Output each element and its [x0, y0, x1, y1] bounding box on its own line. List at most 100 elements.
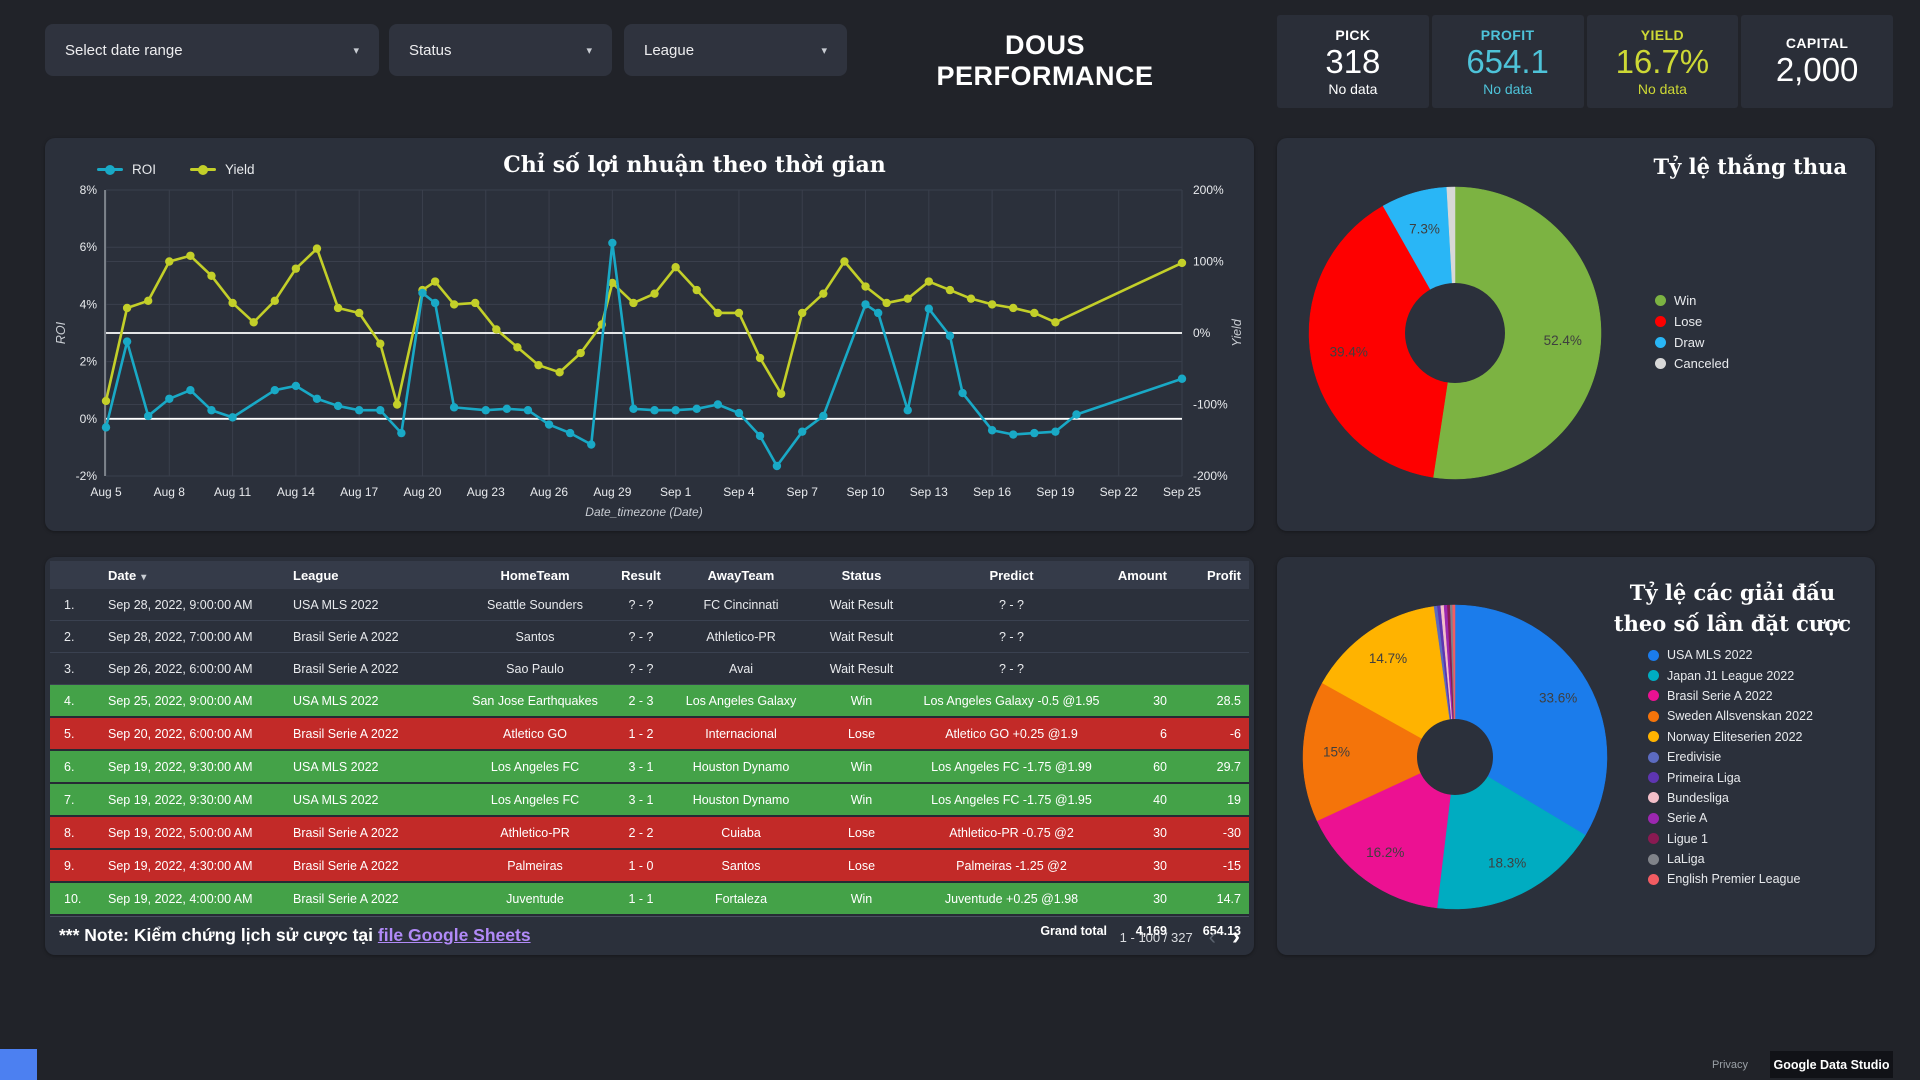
row-cell: Houston Dynamo [692, 792, 790, 807]
legend-dot [1648, 853, 1659, 865]
row-cell: Brasil Serie A 2022 [293, 825, 399, 840]
row-cell: Sep 19, 2022, 4:00:00 AM [108, 891, 253, 906]
table-row: 9. Sep 19, 2022, 4:30:00 AM Brasil Serie A… [50, 850, 1249, 883]
google-data-studio-logo: Google Data Studio [1770, 1051, 1893, 1078]
legend-dot [1655, 358, 1666, 369]
row-index: 2. [64, 629, 75, 644]
svg-text:39.4%: 39.4% [1330, 345, 1368, 360]
kpi-value: 654.1 [1466, 42, 1549, 80]
row-cell: -30 [1222, 825, 1241, 840]
row-cell: USA MLS 2022 [293, 597, 379, 612]
row-index: 3. [64, 661, 75, 676]
header-cell-result: Result [621, 567, 661, 583]
row-cell: 3 - 1 [628, 792, 654, 807]
legend-label: Bundesliga [1667, 790, 1729, 805]
row-cell: Sep 19, 2022, 9:30:00 AM [108, 759, 253, 774]
row-cell: San Jose Earthquakes [472, 693, 598, 708]
row-cell: Win [850, 891, 873, 906]
row-cell: 30 [1153, 858, 1167, 873]
legend-item-primeira-liga: Primeira Liga [1648, 767, 1813, 787]
svg-text:200%: 200% [1193, 183, 1224, 197]
privacy-link[interactable]: Privacy [1711, 1059, 1748, 1071]
google-sheets-link[interactable]: file Google Sheets [377, 925, 531, 945]
table-row: 5. Sep 20, 2022, 6:00:00 AM Brasil Serie A… [50, 718, 1249, 751]
datastudio-nav-square[interactable] [0, 1049, 37, 1080]
row-index: 10. [64, 891, 82, 906]
grand-total-profit: 654.13 [1202, 923, 1241, 938]
row-cell: Brasil Serie A 2022 [293, 661, 399, 676]
svg-text:16.2%: 16.2% [1366, 845, 1404, 860]
kpi-note: No data [1483, 80, 1533, 97]
table-row: 2. Sep 28, 2022, 7:00:00 AM Brasil Serie A… [50, 621, 1249, 653]
row-cell: ? - ? [628, 661, 654, 676]
legend-swatch [190, 164, 217, 175]
legend-label: USA MLS 2022 [1667, 648, 1753, 663]
svg-text:4%: 4% [80, 297, 98, 311]
row-cell: Palmeiras -1.25 @2 [956, 858, 1067, 873]
row-cell: 14.7 [1216, 891, 1241, 906]
chevron-right-icon[interactable]: › [1232, 923, 1240, 950]
legend-dot [1648, 772, 1659, 784]
row-cell: Los Angeles FC -1.75 @1.95 [931, 792, 1092, 807]
legend-label: Win [1674, 293, 1697, 308]
kpi-note: No data [1328, 80, 1378, 97]
row-cell: Los Angeles Galaxy [685, 693, 797, 708]
legend-dot [1648, 670, 1659, 682]
legend-item-usa-mls-2022: USA MLS 2022 [1648, 645, 1813, 665]
legend-item-canceled: Canceled [1655, 353, 1729, 374]
grand-total-amount: 4,169 [1135, 923, 1167, 938]
row-cell: Avai [728, 661, 754, 676]
svg-text:Aug 29: Aug 29 [593, 485, 631, 499]
row-cell: Sep 19, 2022, 9:30:00 AM [108, 792, 253, 807]
svg-text:Aug 8: Aug 8 [154, 485, 186, 499]
winlose-pie-title: Tỷ lệ thắng thua [1653, 154, 1847, 179]
svg-text:Aug 20: Aug 20 [403, 485, 441, 499]
row-index: 7. [64, 792, 75, 807]
svg-text:-2%: -2% [76, 469, 98, 483]
row-cell: 30 [1153, 825, 1167, 840]
legend-item-lose: Lose [1655, 311, 1729, 332]
kpi-card-profit: PROFIT 654.1 No data [1431, 15, 1584, 108]
kpi-label: CAPITAL [1785, 34, 1849, 51]
svg-text:15%: 15% [1323, 745, 1350, 760]
chevron-down-icon: ▾ [353, 44, 359, 57]
legend-dot [1648, 649, 1659, 661]
kpi-note: No data [1637, 80, 1687, 97]
date-range-filter[interactable]: Select date range ▾ [45, 24, 379, 76]
svg-text:14.7%: 14.7% [1369, 651, 1407, 666]
row-cell: ? - ? [628, 597, 654, 612]
legend-dot [1648, 751, 1659, 763]
svg-text:8%: 8% [80, 183, 98, 197]
row-cell: Houston Dynamo [692, 759, 790, 774]
row-cell: Athletico-PR [500, 825, 570, 840]
league-filter[interactable]: League ▾ [624, 24, 847, 76]
table-row: 7. Sep 19, 2022, 9:30:00 AM USA MLS 2022 Lo… [50, 784, 1249, 817]
legend-item-english-premier-league: English Premier League [1648, 869, 1813, 889]
row-cell: Wait Result [829, 661, 894, 676]
row-cell: Sep 28, 2022, 9:00:00 AM [108, 597, 253, 612]
row-cell: -6 [1229, 726, 1241, 741]
svg-text:-100%: -100% [1193, 398, 1228, 412]
svg-text:33.6%: 33.6% [1539, 691, 1577, 706]
svg-text:Sep 10: Sep 10 [847, 485, 885, 499]
status-filter[interactable]: Status ▾ [389, 24, 612, 76]
row-cell: 2 - 3 [628, 693, 654, 708]
table-row: 4. Sep 25, 2022, 9:00:00 AM USA MLS 2022 Sa… [50, 685, 1249, 718]
row-cell: Cuiaba [721, 825, 761, 840]
legend-label: Serie A [1667, 811, 1708, 826]
line-chart-svg: 8% 6% 4% 2% 0% -2% 200% 100% 0% -100% -200% Aug 5 Au… [54, 183, 1244, 519]
legend-dot [1648, 812, 1659, 824]
winlose-pie-legend: Win Lose Draw Canceled [1655, 290, 1729, 374]
row-cell: 1 - 1 [628, 891, 654, 906]
header-cell-awayteam: AwayTeam [707, 567, 775, 583]
legend-label: Sweden Allsvenskan 2022 [1667, 709, 1813, 724]
row-cell: Win [850, 792, 873, 807]
line-chart-legend: ROI Yield [97, 162, 255, 177]
chevron-left-icon[interactable]: ‹ [1208, 924, 1216, 949]
svg-text:Aug 14: Aug 14 [277, 485, 315, 499]
svg-text:Date_timezone (Date): Date_timezone (Date) [585, 505, 702, 519]
legend-dot [1655, 295, 1666, 306]
line-chart-panel: Chỉ số lợi nhuận theo thời gian ROI Yield… [45, 138, 1254, 531]
header-cell-date[interactable]: Date ▾ [108, 567, 147, 583]
legend-label: English Premier League [1667, 872, 1801, 887]
